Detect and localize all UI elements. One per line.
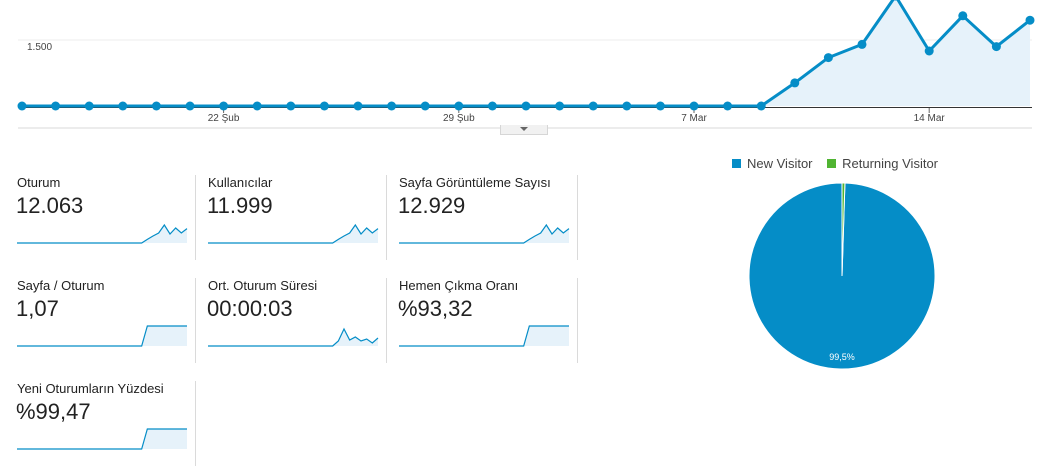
data-point [219,101,229,111]
data-point [790,78,800,88]
x-tick-label: 22 Şub [208,113,240,124]
data-point [521,101,531,111]
data-point [118,101,128,111]
metric-sparkline [399,325,569,347]
metric-label: Hemen Çıkma Oranı [399,278,519,293]
data-point [655,101,665,111]
pie-slice-returning-visitor [841,182,846,277]
series-area [22,0,1030,106]
pie-legend: New Visitor Returning Visitor [732,156,949,171]
data-point [555,101,565,111]
legend-swatch [732,159,741,168]
metric-sparkline [17,325,187,347]
metric-card-bounce-rate[interactable]: Hemen Çıkma Oranı %93,32 [398,278,578,363]
data-point [857,39,867,49]
metric-card-pages-per-session[interactable]: Sayfa / Oturum 1,07 [16,278,196,363]
visitor-type-pie-chart: 99,5% [748,182,936,370]
x-tick-label: 29 Şub [443,113,475,124]
metric-value: 12.063 [16,193,84,218]
sparkline-area [17,429,187,449]
metric-value: 00:00:03 [207,296,293,321]
metric-value: 12.929 [398,193,466,218]
data-point [252,101,262,111]
metric-label: Sayfa / Oturum [17,278,105,293]
data-point [454,101,464,111]
metric-card-avg-session-duration[interactable]: Ort. Oturum Süresi 00:00:03 [207,278,387,363]
sparkline-line [208,327,379,347]
x-tick-label: 7 Mar [681,113,707,124]
metric-card-users[interactable]: Kullanıcılar 11.999 [207,175,387,260]
data-point [924,46,934,56]
sparkline-area [17,225,187,243]
data-point [286,101,296,111]
metric-card-sessions[interactable]: Oturum 12.063 [16,175,196,260]
metric-sparkline [208,327,379,347]
sparkline-line [17,428,187,450]
data-point [622,101,632,111]
sparkline-line [399,223,570,244]
metric-value: %99,47 [16,399,91,424]
data-point [991,42,1001,52]
data-point [353,101,363,111]
metric-sparkline [17,223,188,244]
data-point [387,101,397,111]
metric-card-pageviews[interactable]: Sayfa Görüntüleme Sayısı 12.929 [398,175,578,260]
sparkline-area [399,225,569,243]
metric-value: 11.999 [207,193,273,218]
sparkline-line [208,223,379,244]
data-point [823,53,833,63]
metric-label: Yeni Oturumların Yüzdesi [17,381,164,396]
data-point [958,11,968,21]
data-point [185,101,195,111]
chart-collapse-toggle[interactable] [500,125,548,135]
data-point [84,101,94,111]
data-point [420,101,430,111]
metric-value: %93,32 [398,296,473,321]
metric-sparkline [399,223,570,244]
metric-value: 1,07 [16,296,59,321]
legend-item-new-visitor[interactable]: New Visitor [732,156,813,171]
pie-slice-label: 99,5% [829,352,855,362]
metric-sparkline [208,223,379,244]
legend-label: Returning Visitor [842,156,939,171]
data-point [17,101,27,111]
data-point [588,101,598,111]
metric-label: Oturum [17,175,61,190]
metric-label: Ort. Oturum Süresi [208,278,318,293]
sparkline-area [17,326,187,346]
chevron-down-icon [520,127,528,131]
sparkline-line [399,325,569,347]
data-point [689,101,699,111]
x-tick-label: 14 Mar [914,113,946,124]
metric-sparkline [17,428,187,450]
data-point [893,0,898,1]
data-point [51,101,61,111]
data-point [1025,15,1035,25]
overview-line-chart: 1.500 22 Şub 29 Şub 7 Mar 14 Mar [17,0,1035,129]
data-point [151,101,161,111]
metric-label: Kullanıcılar [208,175,273,190]
sparkline-area [208,329,378,346]
legend-swatch [827,159,837,168]
data-point [319,101,329,111]
data-point [487,101,497,111]
legend-label: New Visitor [747,156,813,171]
sparkline-line [17,325,187,347]
sparkline-line [17,223,188,244]
sparkline-area [399,326,569,346]
metric-card-new-sessions-percent[interactable]: Yeni Oturumların Yüzdesi %99,47 [16,381,196,466]
metric-label: Sayfa Görüntüleme Sayısı [399,175,551,190]
data-point [723,101,733,111]
legend-item-returning-visitor[interactable]: Returning Visitor [827,156,938,171]
y-tick-label: 1.500 [27,42,52,53]
sparkline-area [208,225,378,243]
data-point [756,101,766,111]
